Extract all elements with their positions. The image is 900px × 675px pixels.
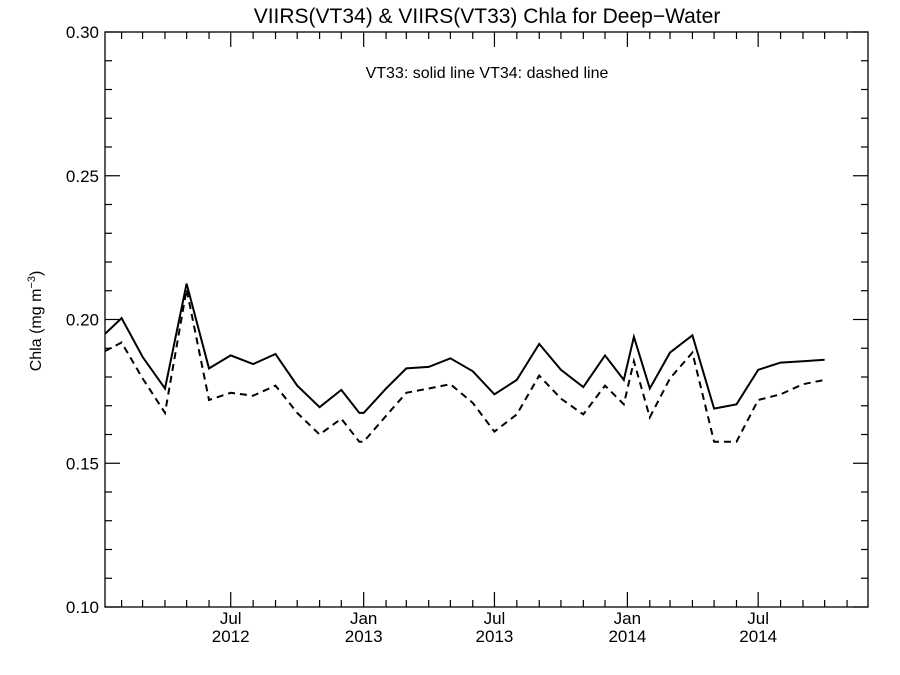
y-tick-label: 0.25 bbox=[66, 167, 99, 186]
y-tick-label: 0.15 bbox=[66, 454, 99, 473]
x-tick-label-year: 2012 bbox=[212, 627, 250, 646]
plot-frame bbox=[104, 31, 869, 608]
x-tick-label-month: Jan bbox=[614, 609, 641, 628]
x-tick-label-year: 2014 bbox=[739, 627, 777, 646]
x-tick-label-month: Jul bbox=[747, 609, 769, 628]
chart-annotation: VT33: solid line VT34: dashed line bbox=[366, 65, 609, 82]
y-axis-label-sup: −3 bbox=[26, 276, 38, 289]
x-tick-label-month: Jan bbox=[350, 609, 377, 628]
x-tick-label-year: 2013 bbox=[345, 627, 383, 646]
series-line-vt34 bbox=[104, 289, 825, 443]
x-tick-label-year: 2013 bbox=[476, 627, 514, 646]
x-tick-label-month: Jul bbox=[484, 609, 506, 628]
x-tick-label-year: 2014 bbox=[608, 627, 646, 646]
y-tick-label: 0.30 bbox=[66, 23, 99, 42]
y-axis-label-close: ) bbox=[28, 271, 45, 276]
y-axis-label-base: Chla (mg m bbox=[28, 289, 45, 372]
series-line-vt33 bbox=[104, 283, 825, 414]
y-tick-label: 0.10 bbox=[66, 598, 99, 617]
chart-title: VIIRS(VT34) & VIIRS(VT33) Chla for Deep−… bbox=[254, 5, 721, 28]
y-axis-label: Chla (mg m−3) bbox=[26, 271, 45, 372]
y-tick-label: 0.20 bbox=[66, 311, 99, 330]
x-tick-label-month: Jul bbox=[220, 609, 242, 628]
